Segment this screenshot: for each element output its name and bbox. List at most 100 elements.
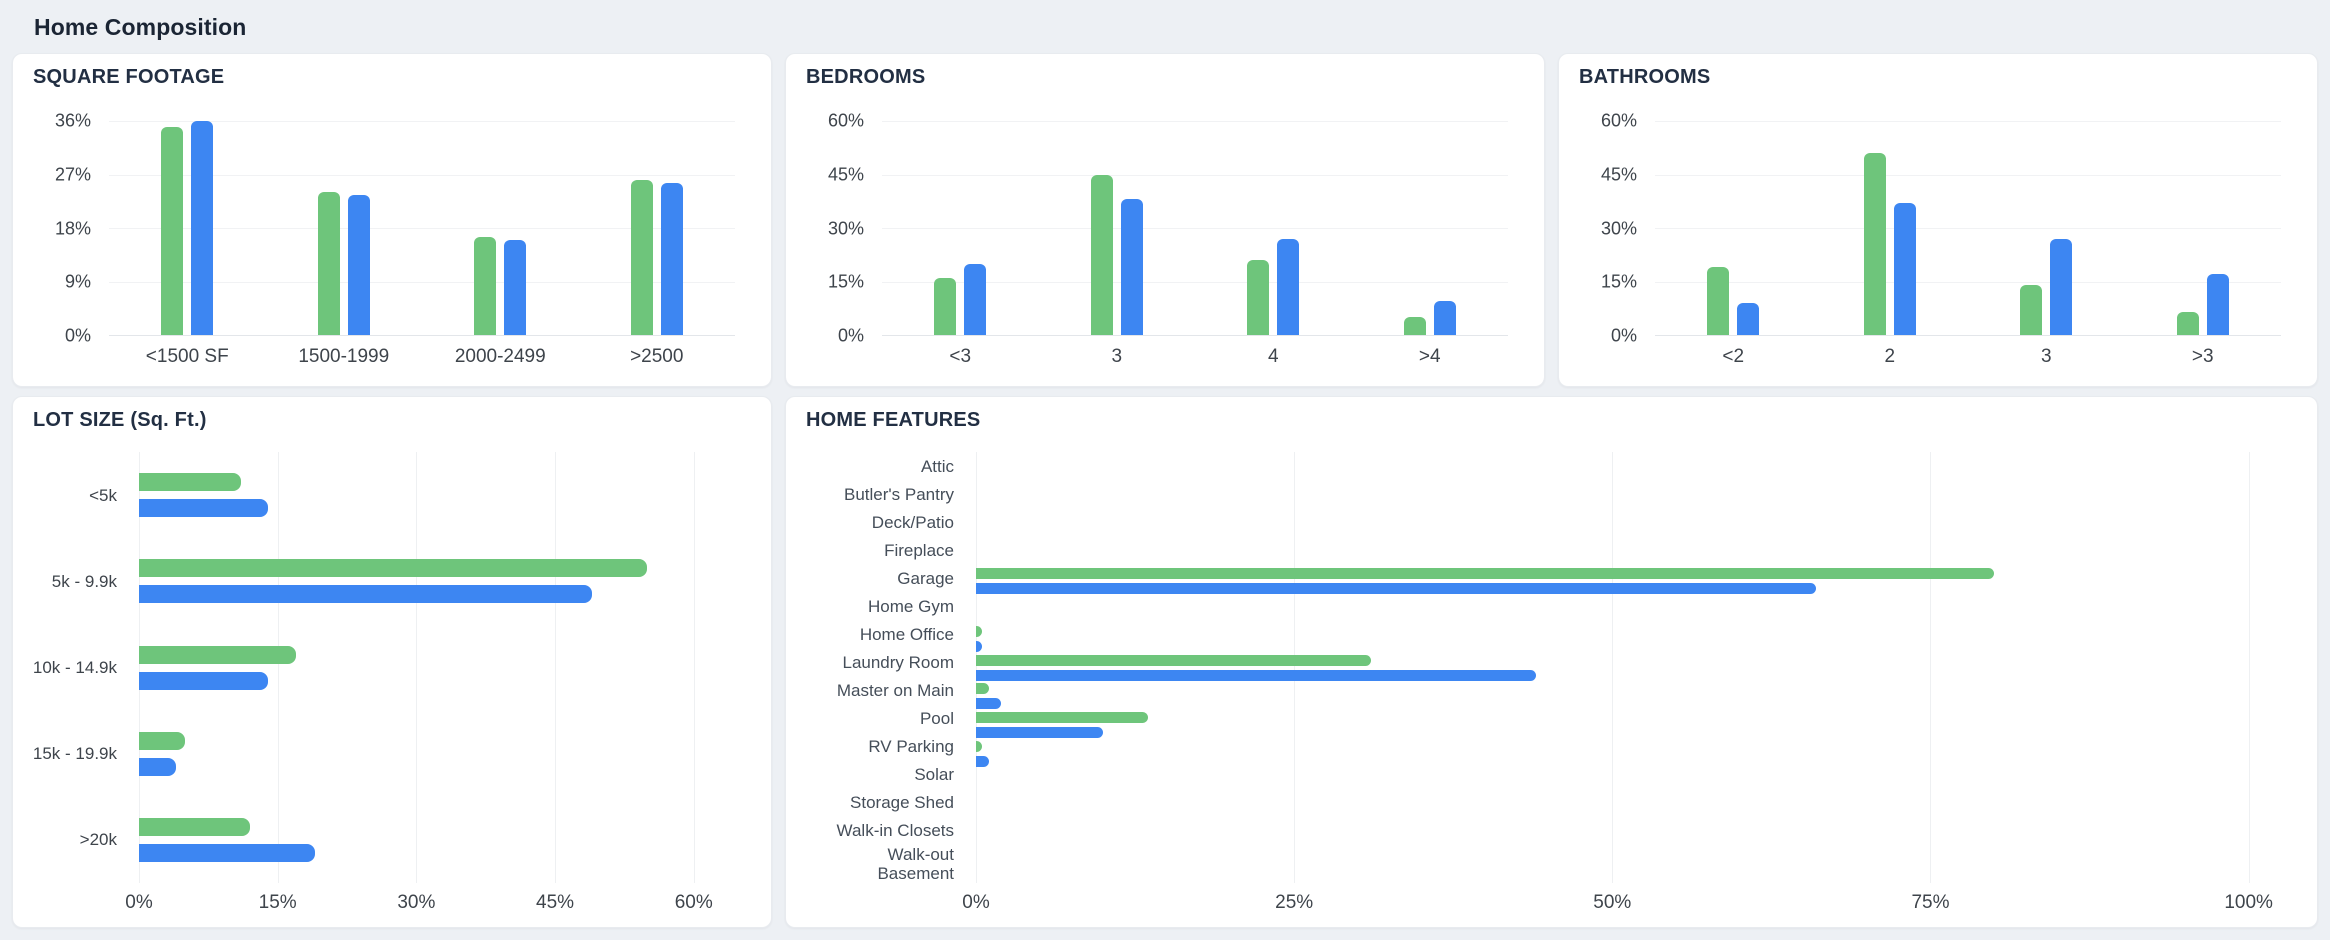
gridline <box>416 452 418 883</box>
bar-series_green-3[interactable] <box>2176 311 2199 335</box>
bar-series_blue-4[interactable] <box>1433 301 1456 335</box>
gridline <box>277 452 279 883</box>
square-footage-x-axis: <1500 SF 1500-1999 2000-2499 >2500 <box>109 346 735 368</box>
bar-series_green-15k-19-9k[interactable] <box>139 731 186 750</box>
bar-group-1500-sf <box>109 121 266 335</box>
bar-series_green-pool[interactable] <box>976 711 1148 723</box>
card-square-footage: SQUARE FOOTAGE 36% 27% 18% 9% 0% <1500 SF 1500… <box>12 53 772 387</box>
gridline <box>882 121 1508 122</box>
bar-series_green-2500[interactable] <box>630 180 653 335</box>
gridline <box>882 174 1508 176</box>
bar-series_blue-2[interactable] <box>1893 203 1916 335</box>
bar-series_green-10k-14-9k[interactable] <box>139 645 297 664</box>
bar-series_green-2[interactable] <box>1863 153 1886 335</box>
bar-group-attic <box>976 452 2283 481</box>
bar-group-laundry-room <box>976 653 2283 682</box>
bar-series_green-1500-sf[interactable] <box>161 126 184 335</box>
home-features-plot-area <box>976 452 2283 883</box>
x-axis-category-label: <2 <box>1722 346 1745 367</box>
category-label-master-on-main: Master on Main <box>836 681 954 701</box>
bar-series_green-3[interactable] <box>934 277 957 335</box>
bar-series_green-home-office[interactable] <box>976 625 983 637</box>
x-axis-category-label: 3 <box>1111 346 1123 367</box>
bar-series_blue-3[interactable] <box>964 263 987 335</box>
bar-series_blue-1500-sf[interactable] <box>191 121 214 335</box>
bar-series_green-5k[interactable] <box>139 473 241 492</box>
gridline <box>976 452 977 883</box>
bar-series_blue-15k-19-9k[interactable] <box>139 757 176 776</box>
bar-series_green-4[interactable] <box>1247 260 1270 335</box>
bar-group-5k <box>139 452 727 538</box>
bar-series_green-master-on-main[interactable] <box>976 683 989 695</box>
bar-series_blue-3[interactable] <box>2050 238 2073 335</box>
category-label-fireplace: Fireplace <box>884 540 954 560</box>
lot-size-plot-area <box>139 452 727 883</box>
bar-series_green-1500-1999[interactable] <box>317 192 340 335</box>
bar-series_blue-4[interactable] <box>1277 238 1300 335</box>
bar-series_blue-garage[interactable] <box>976 583 1816 595</box>
bar-series_green-3[interactable] <box>1090 174 1113 335</box>
bar-group-3 <box>882 121 1039 335</box>
bar-series_blue-2[interactable] <box>1737 302 1760 335</box>
bar-series_blue-2500[interactable] <box>660 183 683 335</box>
bar-series_green-5k-9-9k[interactable] <box>139 559 648 578</box>
square-footage-plot-area <box>109 121 735 336</box>
bar-series_blue-10k-14-9k[interactable] <box>139 671 269 690</box>
y-axis-tick-label: 0% <box>64 325 91 346</box>
bar-series_green-garage[interactable] <box>976 568 1995 580</box>
gridline <box>882 228 1508 229</box>
bar-series_blue-laundry-room[interactable] <box>976 669 1536 681</box>
gridline <box>109 228 735 229</box>
gridline <box>882 281 1508 283</box>
bar-series_blue-rv-parking[interactable] <box>976 755 989 767</box>
bar-series_green-3[interactable] <box>2020 285 2043 335</box>
x-axis-tick-label: 100% <box>2224 892 2273 913</box>
gridline <box>1294 452 1296 883</box>
chart-title-home-features: HOME FEATURES <box>806 409 981 431</box>
square-footage-chart: 36% 27% 18% 9% 0% <1500 SF 1500-1999 2000-2499 >… <box>33 94 751 376</box>
bar-series_green-4[interactable] <box>1403 317 1426 335</box>
bar-series_blue-5k[interactable] <box>139 499 269 518</box>
bedrooms-bars <box>882 121 1508 335</box>
category-label-solar: Solar <box>914 765 954 785</box>
bar-series_green-laundry-room[interactable] <box>976 654 1371 666</box>
bar-series_blue-master-on-main[interactable] <box>976 698 1002 710</box>
chart-title-square-footage: SQUARE FOOTAGE <box>33 66 225 88</box>
category-label-15k-19-9k: 15k - 19.9k <box>32 744 117 764</box>
bar-series_green-rv-parking[interactable] <box>976 740 983 752</box>
x-axis-tick-label: 25% <box>1275 892 1314 913</box>
bar-series_blue-5k-9-9k[interactable] <box>139 585 593 604</box>
category-label-laundry-room: Laundry Room <box>842 652 954 672</box>
bar-series_blue-2000-2499[interactable] <box>504 239 527 335</box>
bar-series_green-2[interactable] <box>1707 267 1730 335</box>
y-axis-tick-label: 0% <box>837 325 864 346</box>
bar-series_blue-20k[interactable] <box>139 843 315 862</box>
bar-group-rv-parking <box>976 739 2283 768</box>
gridline <box>1655 174 2281 176</box>
y-axis-tick-label: 60% <box>1600 110 1637 131</box>
category-label-home-office: Home Office <box>859 624 954 644</box>
x-axis-tick-label: 0% <box>125 892 153 913</box>
bar-group-10k-14-9k <box>139 624 727 710</box>
bar-series_blue-1500-1999[interactable] <box>347 195 370 335</box>
card-bathrooms: BATHROOMS 60% 45% 30% 15% 0% <2 2 3 >3 <box>1558 53 2318 387</box>
bar-series_blue-3[interactable] <box>2206 274 2229 335</box>
lot-size-category-labels: <5k 5k - 9.9k 10k - 14.9k 15k - 19.9k >20k <box>33 452 129 883</box>
bar-group-20k <box>139 797 727 883</box>
lot-size-chart: <5k 5k - 9.9k 10k - 14.9k 15k - 19.9k >20k 0%… <box>33 437 751 917</box>
x-axis-tick-label: 15% <box>258 892 297 913</box>
gridline <box>693 452 695 883</box>
x-axis-category-label: 3 <box>2040 346 2052 367</box>
card-home-features: HOME FEATURES Attic Butler's Pantry Deck/P… <box>785 396 2318 928</box>
bar-series_blue-home-office[interactable] <box>976 640 983 652</box>
bar-series_green-20k[interactable] <box>139 817 250 836</box>
card-lot-size: LOT SIZE (Sq. Ft.) <5k 5k - 9.9k 10k - 14.… <box>12 396 772 928</box>
y-axis-tick-label: 45% <box>827 164 864 185</box>
bar-series_blue-pool[interactable] <box>976 726 1104 738</box>
bar-series_blue-3[interactable] <box>1120 199 1143 335</box>
charts-grid: SQUARE FOOTAGE 36% 27% 18% 9% 0% <1500 SF 1500… <box>12 53 2318 928</box>
x-axis-tick-label: 75% <box>1911 892 1950 913</box>
bar-series_green-2000-2499[interactable] <box>474 236 497 335</box>
bar-group-home-gym <box>976 596 2283 625</box>
